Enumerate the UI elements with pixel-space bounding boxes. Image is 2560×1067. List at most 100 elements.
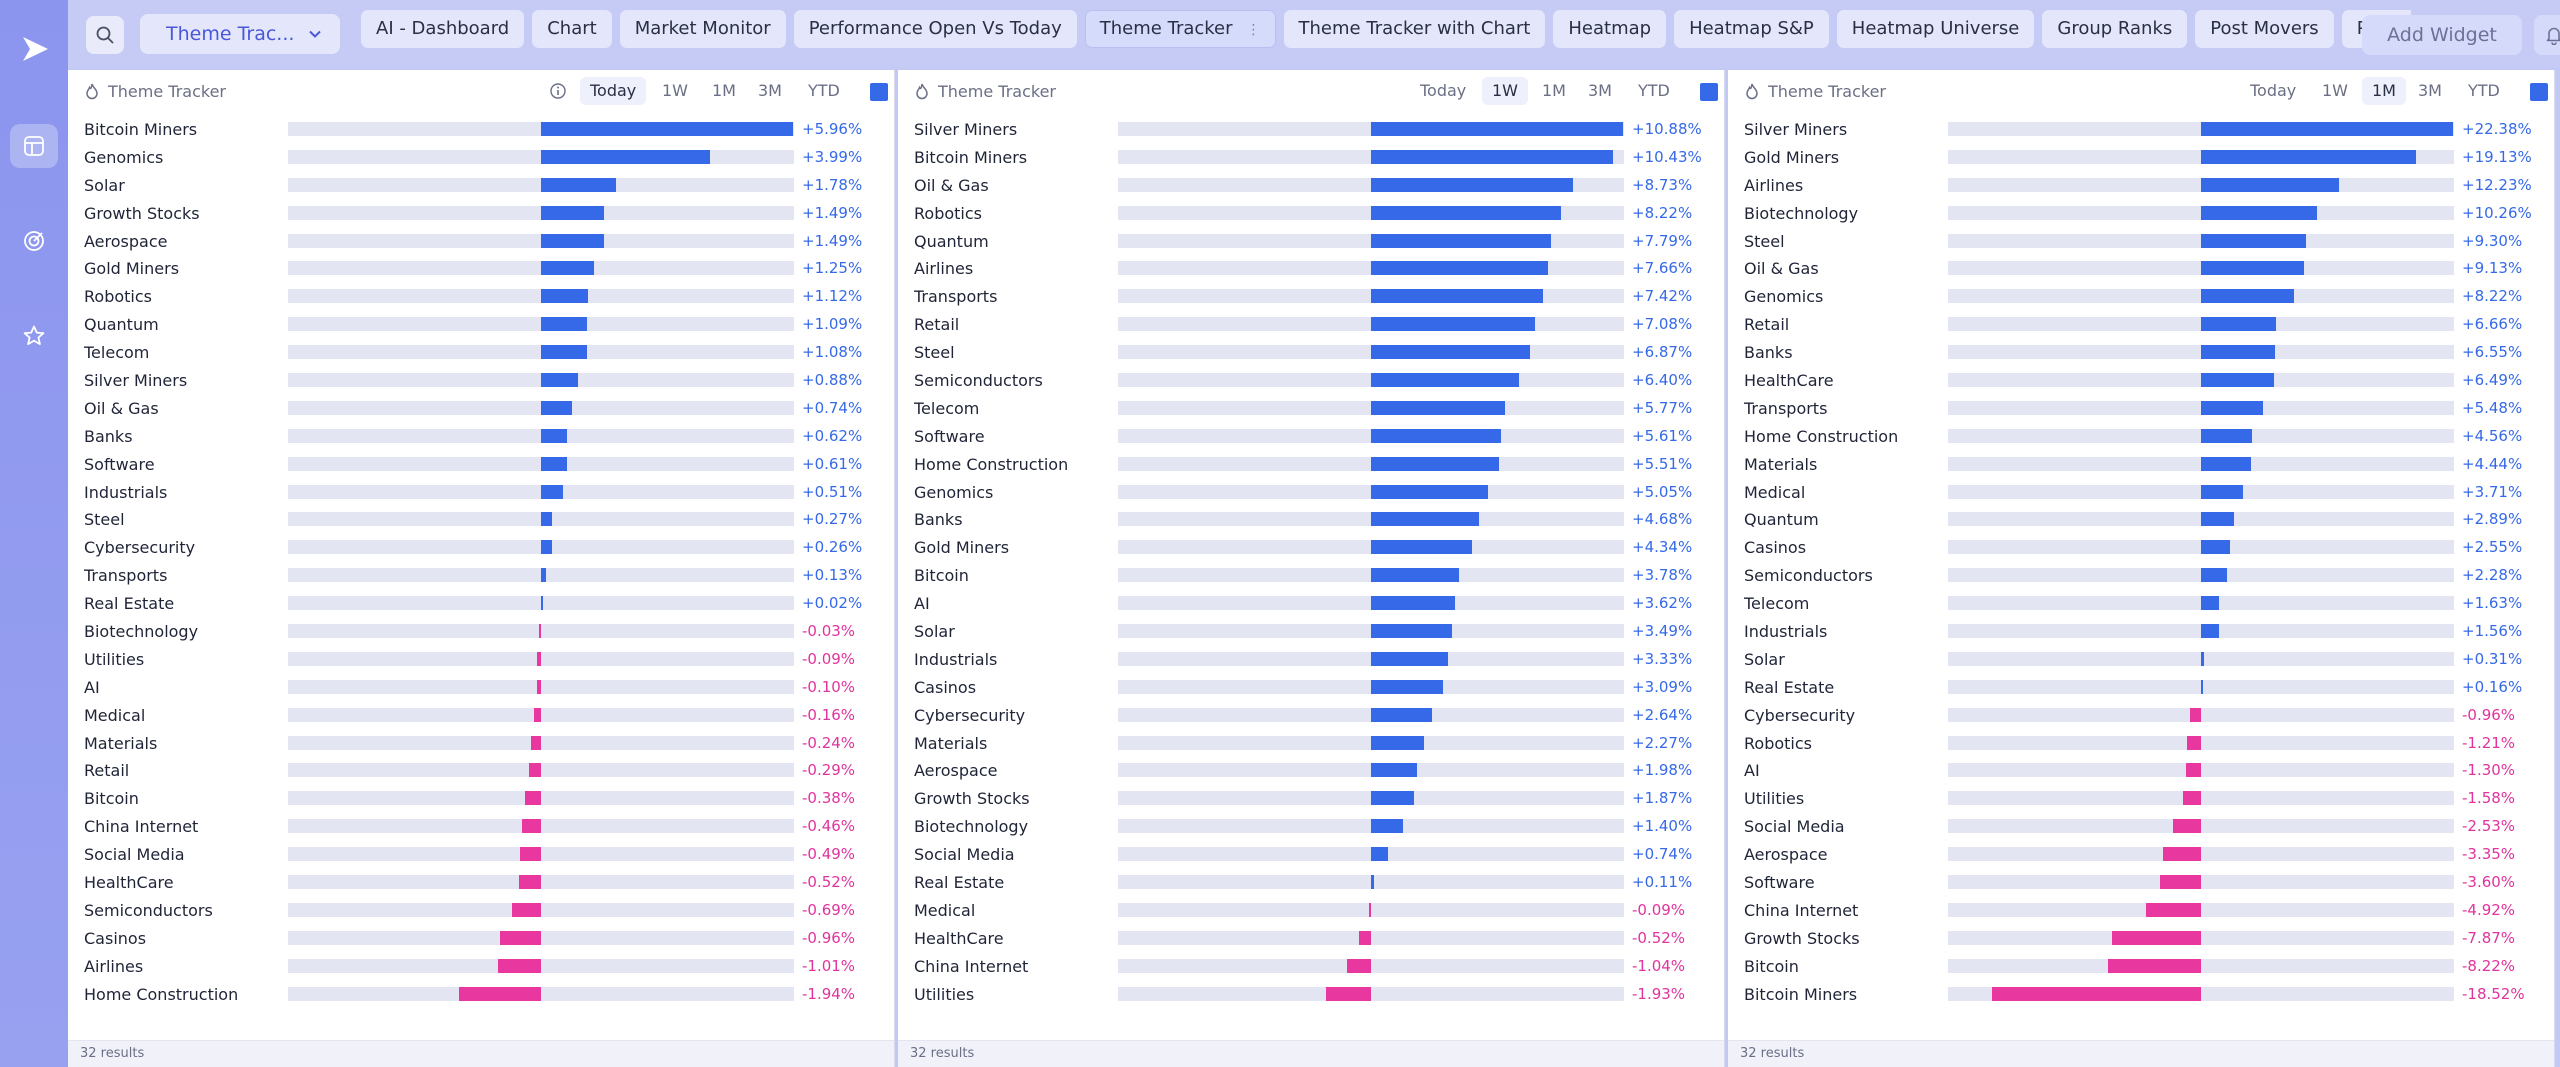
list-item[interactable]: Real Estate +0.02%	[68, 590, 894, 618]
list-item[interactable]: Cybersecurity -0.96%	[1728, 702, 2554, 730]
list-item[interactable]: Casinos +2.55%	[1728, 534, 2554, 562]
list-item[interactable]: Utilities -1.58%	[1728, 785, 2554, 813]
tab-heatmap-universe[interactable]: Heatmap Universe	[1836, 10, 2035, 48]
list-item[interactable]: Genomics +5.05%	[898, 479, 1724, 507]
list-item[interactable]: Gold Miners +1.25%	[68, 255, 894, 283]
color-picker-swatch[interactable]	[2530, 83, 2548, 101]
tab-post-movers[interactable]: Post Movers	[2195, 10, 2334, 48]
list-item[interactable]: Industrials +1.56%	[1728, 618, 2554, 646]
color-picker-swatch[interactable]	[1700, 83, 1718, 101]
list-item[interactable]: Gold Miners +4.34%	[898, 534, 1724, 562]
timeframe-today[interactable]: Today	[1420, 81, 1467, 100]
dashboards-nav-button[interactable]	[10, 124, 58, 168]
tab-performance-open-vs-today[interactable]: Performance Open Vs Today	[793, 10, 1077, 48]
timeframe-3m[interactable]: 3M	[758, 81, 782, 100]
timeframe-1m[interactable]: 1M	[1542, 81, 1566, 100]
list-item[interactable]: HealthCare -0.52%	[898, 925, 1724, 953]
list-item[interactable]: AI -0.10%	[68, 674, 894, 702]
list-item[interactable]: China Internet -1.04%	[898, 953, 1724, 981]
list-item[interactable]: Robotics +8.22%	[898, 200, 1724, 228]
list-item[interactable]: HealthCare +6.49%	[1728, 367, 2554, 395]
list-item[interactable]: Bitcoin -8.22%	[1728, 953, 2554, 981]
list-item[interactable]: Solar +3.49%	[898, 618, 1724, 646]
list-item[interactable]: Retail +6.66%	[1728, 311, 2554, 339]
list-item[interactable]: Transports +5.48%	[1728, 395, 2554, 423]
timeframe-today[interactable]: Today	[580, 77, 647, 105]
list-item[interactable]: Silver Miners +10.88%	[898, 116, 1724, 144]
list-item[interactable]: Aerospace -3.35%	[1728, 841, 2554, 869]
list-item[interactable]: Oil & Gas +9.13%	[1728, 255, 2554, 283]
list-item[interactable]: Aerospace +1.49%	[68, 228, 894, 256]
list-item[interactable]: Utilities -1.93%	[898, 981, 1724, 1009]
timeframe-3m[interactable]: 3M	[2418, 81, 2442, 100]
app-logo-icon[interactable]	[20, 34, 50, 64]
list-item[interactable]: Medical -0.16%	[68, 702, 894, 730]
list-item[interactable]: Banks +4.68%	[898, 506, 1724, 534]
list-item[interactable]: Semiconductors +6.40%	[898, 367, 1724, 395]
list-item[interactable]: Bitcoin -0.38%	[68, 785, 894, 813]
list-item[interactable]: Home Construction +4.56%	[1728, 423, 2554, 451]
search-button[interactable]	[86, 16, 124, 54]
list-item[interactable]: Social Media -2.53%	[1728, 813, 2554, 841]
list-item[interactable]: Materials -0.24%	[68, 730, 894, 758]
list-item[interactable]: Casinos -0.96%	[68, 925, 894, 953]
timeframe-ytd[interactable]: YTD	[808, 81, 840, 100]
list-item[interactable]: Semiconductors +2.28%	[1728, 562, 2554, 590]
tab-market-monitor[interactable]: Market Monitor	[619, 10, 786, 48]
list-item[interactable]: Real Estate +0.16%	[1728, 674, 2554, 702]
list-item[interactable]: Bitcoin Miners +10.43%	[898, 144, 1724, 172]
timeframe-1w[interactable]: 1W	[1482, 77, 1528, 105]
list-item[interactable]: Silver Miners +22.38%	[1728, 116, 2554, 144]
list-item[interactable]: Airlines -1.01%	[68, 953, 894, 981]
info-icon[interactable]	[549, 82, 567, 104]
color-picker-swatch[interactable]	[870, 83, 888, 101]
list-item[interactable]: Real Estate +0.11%	[898, 869, 1724, 897]
tab-chart[interactable]: Chart	[532, 10, 612, 48]
timeframe-1m[interactable]: 1M	[2362, 77, 2406, 105]
list-item[interactable]: AI +3.62%	[898, 590, 1724, 618]
list-item[interactable]: Social Media -0.49%	[68, 841, 894, 869]
tab-theme-tracker[interactable]: Theme Tracker ⋮	[1084, 10, 1276, 48]
list-item[interactable]: Biotechnology -0.03%	[68, 618, 894, 646]
list-item[interactable]: Robotics +1.12%	[68, 283, 894, 311]
list-item[interactable]: Quantum +7.79%	[898, 228, 1724, 256]
list-item[interactable]: Banks +6.55%	[1728, 339, 2554, 367]
list-item[interactable]: Solar +0.31%	[1728, 646, 2554, 674]
list-item[interactable]: Industrials +0.51%	[68, 479, 894, 507]
list-item[interactable]: Medical -0.09%	[898, 897, 1724, 925]
list-item[interactable]: Growth Stocks -7.87%	[1728, 925, 2554, 953]
add-widget-button[interactable]: Add Widget	[2362, 15, 2522, 55]
list-item[interactable]: Semiconductors -0.69%	[68, 897, 894, 925]
list-item[interactable]: Utilities -0.09%	[68, 646, 894, 674]
list-item[interactable]: Bitcoin +3.78%	[898, 562, 1724, 590]
dashboard-select[interactable]: Theme Trac...	[140, 14, 340, 54]
list-item[interactable]: Bitcoin Miners -18.52%	[1728, 981, 2554, 1009]
watchlist-nav-button[interactable]	[10, 314, 58, 358]
list-item[interactable]: Airlines +7.66%	[898, 255, 1724, 283]
list-item[interactable]: Medical +3.71%	[1728, 479, 2554, 507]
list-item[interactable]: Robotics -1.21%	[1728, 730, 2554, 758]
list-item[interactable]: Software +5.61%	[898, 423, 1724, 451]
list-item[interactable]: Oil & Gas +0.74%	[68, 395, 894, 423]
list-item[interactable]: Growth Stocks +1.49%	[68, 200, 894, 228]
list-item[interactable]: Retail -0.29%	[68, 757, 894, 785]
list-item[interactable]: Social Media +0.74%	[898, 841, 1724, 869]
timeframe-1w[interactable]: 1W	[2322, 81, 2348, 100]
list-item[interactable]: Growth Stocks +1.87%	[898, 785, 1724, 813]
list-item[interactable]: Biotechnology +1.40%	[898, 813, 1724, 841]
tab-heatmap[interactable]: Heatmap	[1553, 10, 1667, 48]
tab-menu-icon[interactable]: ⋮	[1246, 22, 1261, 38]
list-item[interactable]: Silver Miners +0.88%	[68, 367, 894, 395]
list-item[interactable]: Home Construction +5.51%	[898, 451, 1724, 479]
list-item[interactable]: Transports +0.13%	[68, 562, 894, 590]
timeframe-today[interactable]: Today	[2250, 81, 2297, 100]
timeframe-3m[interactable]: 3M	[1588, 81, 1612, 100]
list-item[interactable]: China Internet -0.46%	[68, 813, 894, 841]
list-item[interactable]: Industrials +3.33%	[898, 646, 1724, 674]
list-item[interactable]: China Internet -4.92%	[1728, 897, 2554, 925]
list-item[interactable]: Genomics +8.22%	[1728, 283, 2554, 311]
list-item[interactable]: Retail +7.08%	[898, 311, 1724, 339]
list-item[interactable]: Gold Miners +19.13%	[1728, 144, 2554, 172]
timeframe-ytd[interactable]: YTD	[2468, 81, 2500, 100]
list-item[interactable]: Cybersecurity +0.26%	[68, 534, 894, 562]
